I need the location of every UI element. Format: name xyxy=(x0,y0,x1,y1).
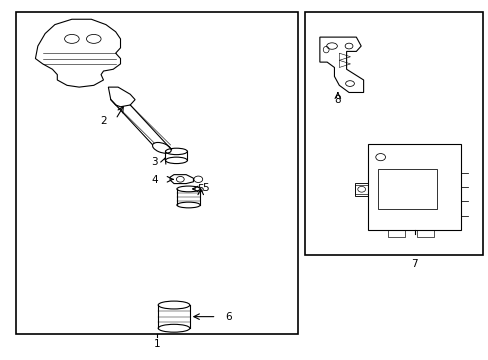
Text: 3: 3 xyxy=(151,157,158,167)
Text: 5: 5 xyxy=(197,184,203,194)
Text: 1: 1 xyxy=(153,339,160,349)
Text: 5: 5 xyxy=(202,183,208,193)
Text: 2: 2 xyxy=(100,116,106,126)
Text: 7: 7 xyxy=(410,259,417,269)
Text: 8: 8 xyxy=(334,95,341,105)
Text: 4: 4 xyxy=(151,175,158,185)
Text: 6: 6 xyxy=(225,312,231,321)
